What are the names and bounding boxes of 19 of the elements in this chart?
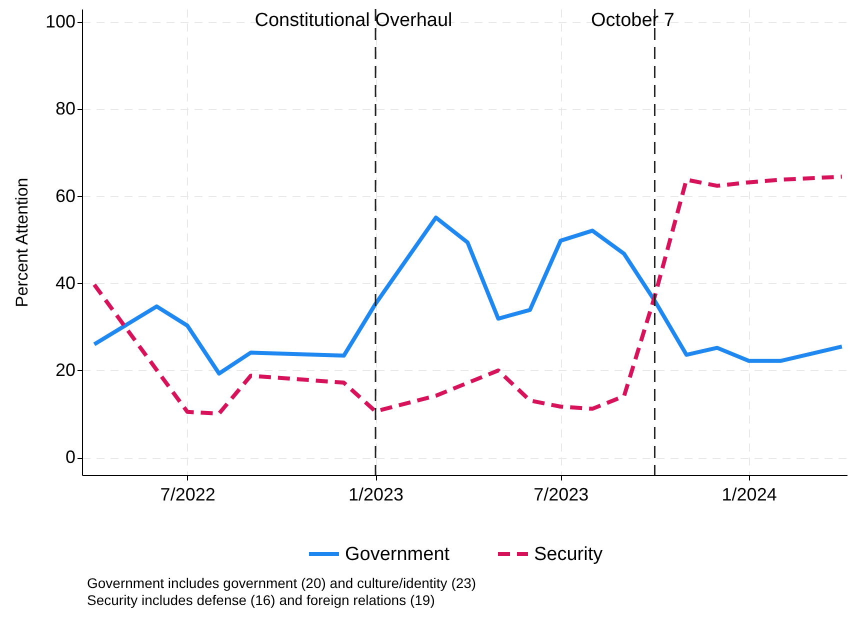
x-tick-label: 7/2023 xyxy=(534,484,589,504)
line-series xyxy=(92,174,844,416)
y-tick-label: 80 xyxy=(55,98,76,119)
x-tick-label: 1/2023 xyxy=(348,484,404,504)
x-tick-label: 7/2022 xyxy=(160,484,216,504)
x-tick-label: 1/2024 xyxy=(722,484,777,504)
y-tick-label: 100 xyxy=(45,12,76,32)
y-tick-label: 0 xyxy=(65,447,76,468)
y-axis-title: Percent Attention xyxy=(12,178,32,308)
y-tick-label: 20 xyxy=(55,360,76,380)
legend-label: Government xyxy=(345,544,450,565)
y-tick-label: 40 xyxy=(55,272,76,293)
text: Government includes government (20) and culture/identity (23) xyxy=(87,575,476,591)
ref-line-label: Constitutional Overhaul xyxy=(254,10,452,31)
ref-line-label: October 7 xyxy=(591,10,674,31)
line-series xyxy=(92,216,844,376)
legend-label: Security xyxy=(534,544,604,565)
text: Security includes defense (16) and foreign relations (19) xyxy=(87,592,435,608)
y-tick-label: 60 xyxy=(55,186,76,206)
